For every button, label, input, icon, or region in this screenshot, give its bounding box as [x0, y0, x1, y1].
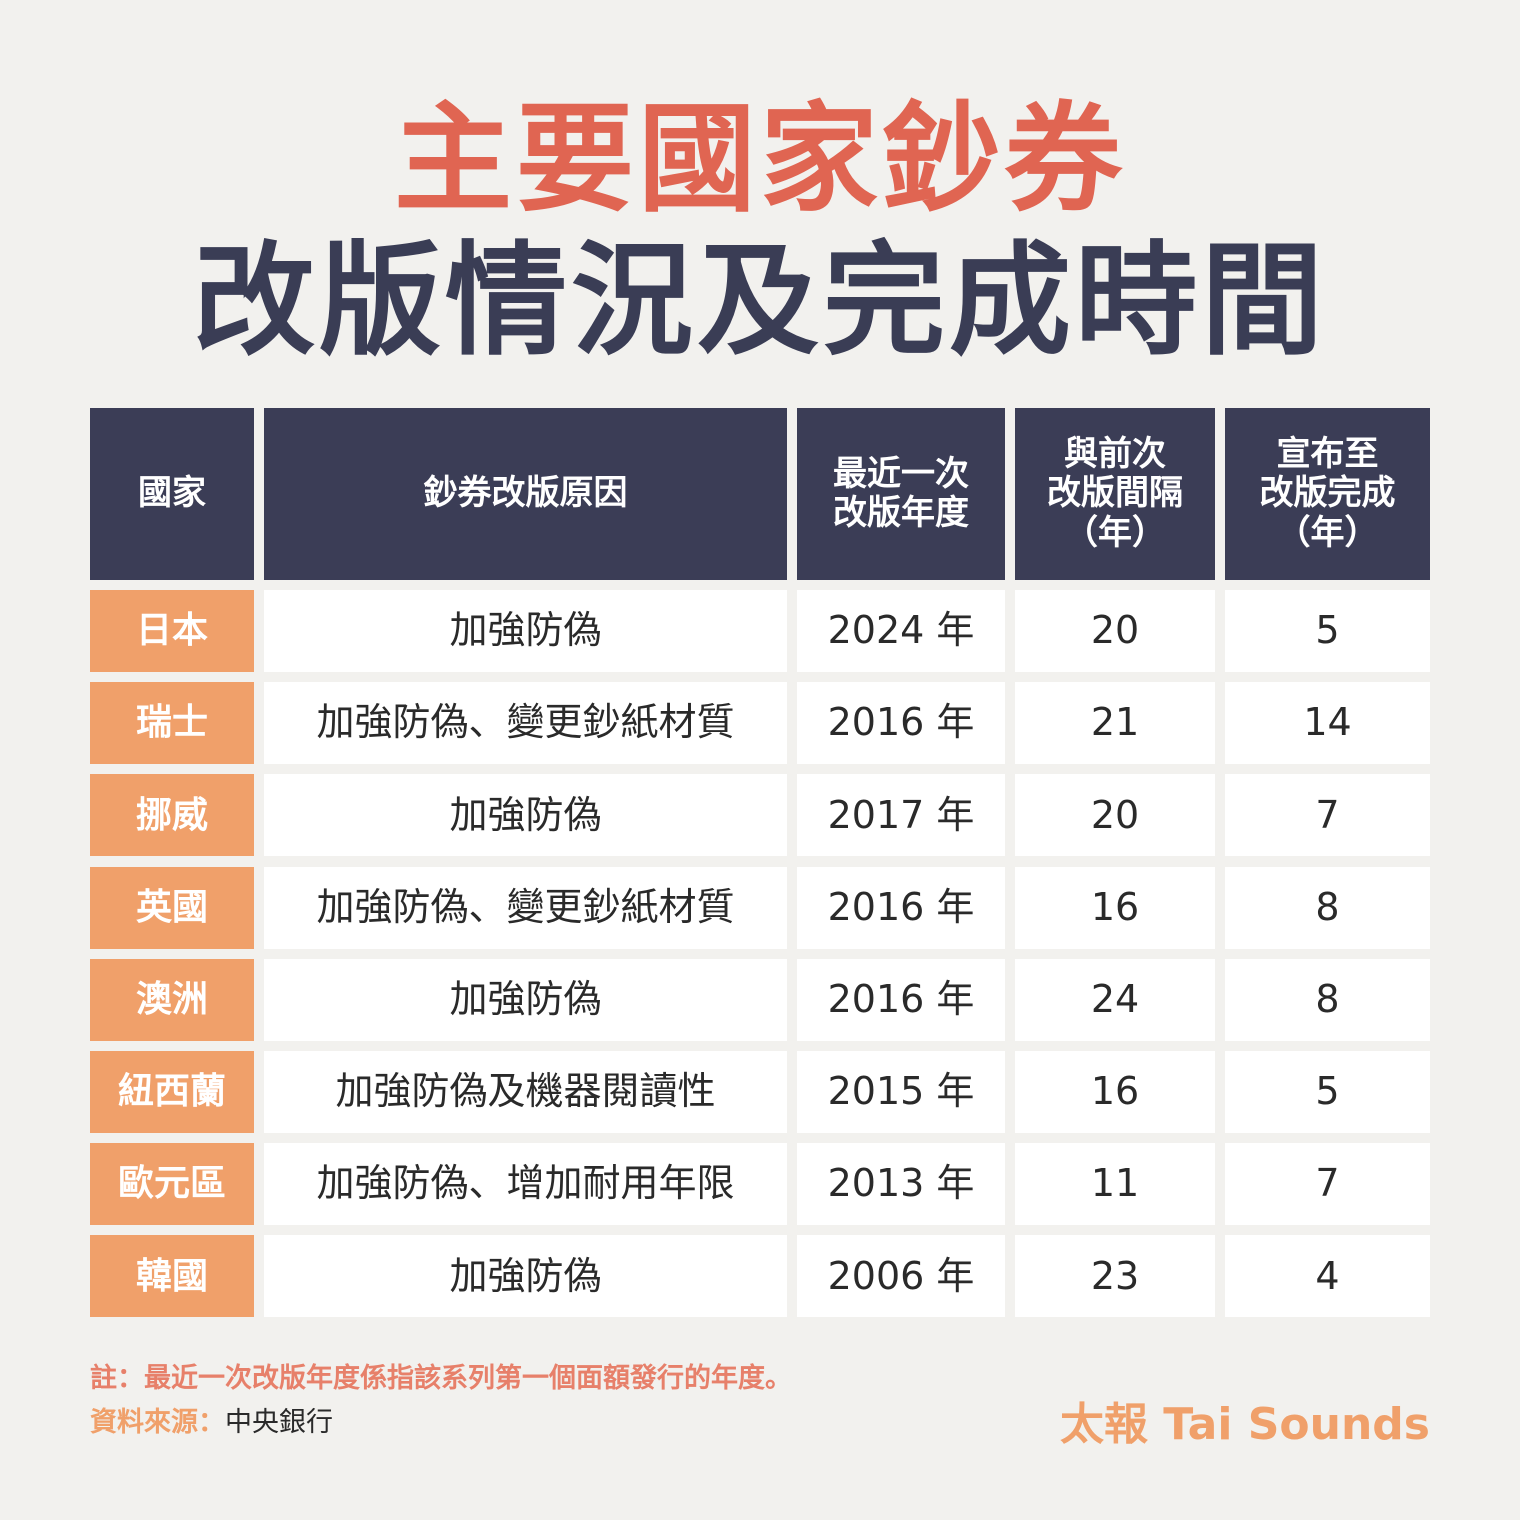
data-cell: 21 — [1015, 682, 1215, 765]
data-cell: 16 — [1015, 1051, 1215, 1133]
data-cell: 2013 年 — [797, 1143, 1005, 1226]
country-cell: 韓國 — [90, 1235, 254, 1318]
data-cell: 4 — [1225, 1235, 1430, 1318]
data-cell: 加強防偽 — [264, 1235, 787, 1318]
source-name: 中央銀行 — [225, 1407, 333, 1438]
data-cell: 2016 年 — [797, 866, 1005, 949]
data-cell: 16 — [1015, 866, 1215, 949]
country-cell: 歐元區 — [90, 1143, 254, 1226]
data-cell: 2016 年 — [797, 958, 1005, 1041]
data-cell: 加強防偽、變更鈔紙材質 — [264, 866, 787, 949]
data-cell: 加強防偽、增加耐用年限 — [264, 1143, 787, 1226]
country-cell: 日本 — [90, 590, 254, 672]
header-cell: 宣布至 改版完成 （年） — [1225, 408, 1430, 580]
data-cell: 8 — [1225, 958, 1430, 1041]
header-cell: 最近一次 改版年度 — [797, 408, 1005, 580]
header-line: 改版間隔 — [1047, 473, 1183, 514]
country-cell: 挪威 — [90, 774, 254, 857]
country-cell: 紐西蘭 — [90, 1051, 254, 1133]
data-cell: 20 — [1015, 590, 1215, 672]
data-cell: 8 — [1225, 866, 1430, 949]
country-cell: 瑞士 — [90, 682, 254, 765]
header-line: 與前次 — [1064, 434, 1166, 475]
data-cell: 加強防偽 — [264, 590, 787, 672]
header-line: 國家 — [138, 473, 206, 514]
header-line: （年） — [1276, 512, 1379, 553]
note: 註：最近一次改版年度係指該系列第一個面額發行的年度。 — [90, 1363, 792, 1394]
country-cell: 澳洲 — [90, 958, 254, 1041]
header-cell: 鈔券改版原因 — [264, 408, 787, 580]
data-cell: 2015 年 — [797, 1051, 1005, 1133]
data-cell: 2024 年 — [797, 590, 1005, 672]
data-cell: 加強防偽 — [264, 774, 787, 857]
source-label: 資料來源： — [90, 1407, 225, 1438]
data-cell: 2017 年 — [797, 774, 1005, 857]
source: 資料來源：中央銀行 — [90, 1400, 333, 1439]
data-cell: 11 — [1015, 1143, 1215, 1226]
data-cell: 加強防偽、變更鈔紙材質 — [264, 682, 787, 765]
data-cell: 24 — [1015, 958, 1215, 1041]
header-line: 最近一次 — [833, 453, 969, 494]
data-cell: 7 — [1225, 774, 1430, 857]
header-line: 宣布至 — [1276, 434, 1379, 475]
title-line-1: 主要國家鈔券 — [393, 90, 1126, 228]
brand: 太報 Tai Sounds — [1059, 1399, 1430, 1450]
data-cell: 加強防偽及機器閱讀性 — [264, 1051, 787, 1133]
data-cell: 2016 年 — [797, 682, 1005, 765]
data-cell: 20 — [1015, 774, 1215, 857]
data-cell: 加強防偽 — [264, 958, 787, 1041]
data-cell: 7 — [1225, 1143, 1430, 1226]
header-line: （年） — [1064, 512, 1166, 553]
header-line: 改版完成 — [1259, 473, 1396, 514]
data-cell: 5 — [1225, 590, 1430, 672]
data-cell: 23 — [1015, 1235, 1215, 1318]
header-cell: 與前次 改版間隔 （年） — [1015, 408, 1215, 580]
country-cell: 英國 — [90, 866, 254, 949]
data-cell: 5 — [1225, 1051, 1430, 1133]
header-line: 改版年度 — [833, 493, 969, 533]
header-cell: 國家 — [90, 408, 254, 580]
data-cell: 2006 年 — [797, 1235, 1005, 1318]
data-cell: 14 — [1225, 682, 1430, 765]
title-line-2: 改版情況及完成時間 — [193, 230, 1327, 372]
header-line: 鈔券改版原因 — [423, 473, 628, 514]
